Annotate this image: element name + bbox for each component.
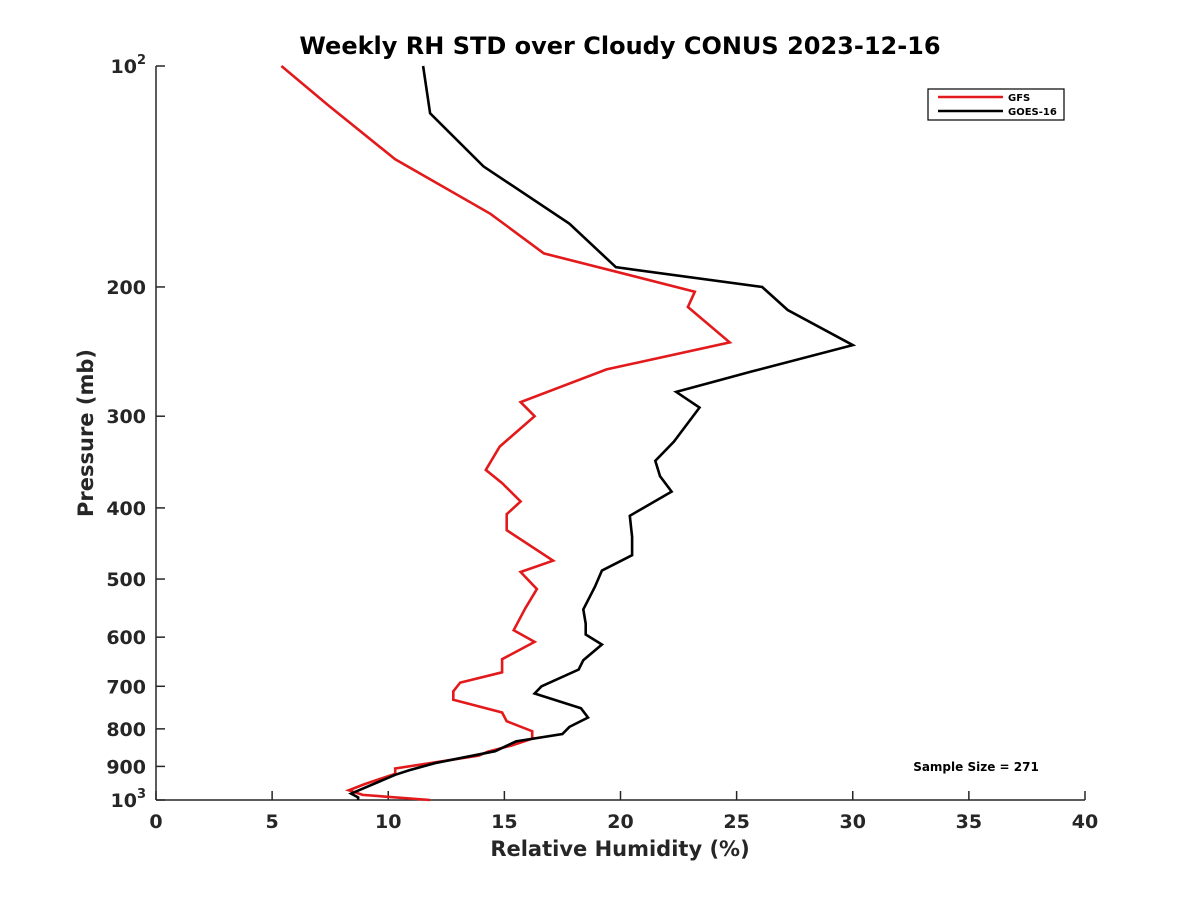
legend-label-gfs: GFS xyxy=(1008,93,1030,104)
y-tick-base: 500 xyxy=(106,569,146,591)
x-tick-label: 10 xyxy=(375,811,401,833)
y-tick-base: 200 xyxy=(106,277,146,299)
x-axis-label: Relative Humidity (%) xyxy=(490,837,749,861)
legend-label-goes16: GOES-16 xyxy=(1008,107,1057,118)
sample-size-annotation: Sample Size = 271 xyxy=(913,760,1039,774)
x-tick-label: 35 xyxy=(956,811,982,833)
x-tick-label: 5 xyxy=(266,811,279,833)
plot-area: 0 5 10 15 20 25 30 35 40 10220030040050060070080… xyxy=(106,53,1098,833)
x-tick-label: 20 xyxy=(607,811,633,833)
y-tick-label: 500 xyxy=(106,569,146,591)
y-tick-label: 800 xyxy=(106,719,146,741)
y-tick-base: 400 xyxy=(106,498,146,520)
y-tick-exponent: 2 xyxy=(137,53,146,68)
y-tick-label: 300 xyxy=(106,406,146,428)
y-tick-base: 10 xyxy=(111,790,137,812)
y-tick-label: 102 xyxy=(111,53,147,78)
y-axis-label: Pressure (mb) xyxy=(74,349,98,517)
y-tick-label: 700 xyxy=(106,676,146,698)
legend-box xyxy=(927,88,1065,121)
y-tick-base: 300 xyxy=(106,406,146,428)
y-tick-base: 800 xyxy=(106,719,146,741)
x-tick-label: 0 xyxy=(149,811,162,833)
y-tick-label: 103 xyxy=(111,787,147,812)
x-tick-label: 15 xyxy=(491,811,517,833)
y-tick-base: 10 xyxy=(111,56,137,78)
series-line-goes16 xyxy=(348,65,857,800)
x-tick-label: 40 xyxy=(1072,811,1098,833)
y-tick-label: 600 xyxy=(106,627,146,649)
y-tick-label: 400 xyxy=(106,498,146,520)
y-tick-base: 700 xyxy=(106,676,146,698)
legend: GFS GOES-16 xyxy=(927,88,1065,121)
y-tick-label: 200 xyxy=(106,277,146,299)
x-axis-ticks: 0 5 10 15 20 25 30 35 40 xyxy=(149,791,1098,833)
chart-title: Weekly RH STD over Cloudy CONUS 2023-12-… xyxy=(299,32,940,60)
y-tick-exponent: 3 xyxy=(137,787,146,802)
series-layer xyxy=(280,65,857,802)
y-tick-base: 600 xyxy=(106,627,146,649)
y-tick-label: 900 xyxy=(106,756,146,778)
x-tick-label: 30 xyxy=(840,811,866,833)
y-tick-base: 900 xyxy=(106,756,146,778)
x-tick-label: 25 xyxy=(723,811,749,833)
